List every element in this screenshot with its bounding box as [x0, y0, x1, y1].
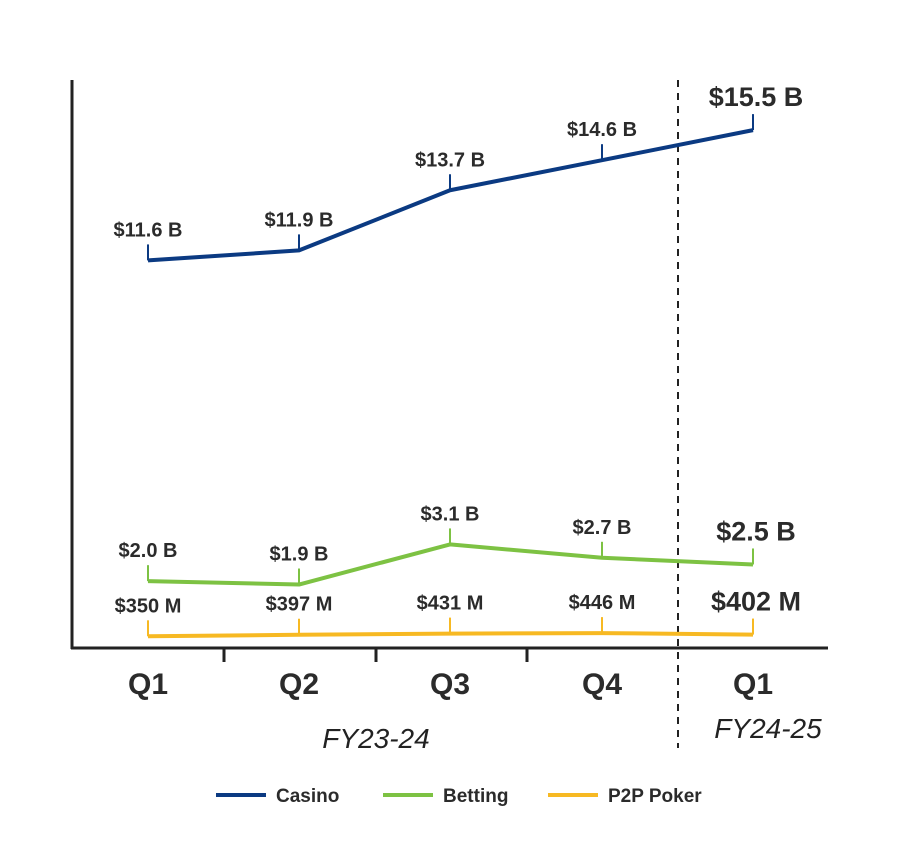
series-casino: $11.6 B $11.9 B $13.7 B $14.6 B $15.5 B [114, 82, 804, 263]
data-label: $15.5 B [709, 82, 804, 112]
legend-item: Casino [216, 786, 339, 807]
data-label: $3.1 B [421, 503, 480, 525]
group-label: FY23-24 [322, 723, 429, 754]
data-label: $11.9 B [265, 209, 334, 231]
group-label: FY24-25 [714, 713, 822, 744]
legend-label: Betting [443, 786, 508, 807]
series-betting: $2.0 B $1.9 B $3.1 B $2.7 B $2.5 B [119, 503, 796, 587]
x-tick-label: Q4 [582, 668, 622, 701]
data-label: $11.6 B [114, 219, 183, 241]
data-label: $446 M [569, 592, 636, 614]
series-p2p-poker: $350 M $397 M $431 M $446 M $402 M [115, 587, 801, 639]
data-label: $402 M [711, 587, 801, 617]
legend-item: Betting [383, 786, 508, 807]
x-tick-label: Q3 [430, 668, 470, 701]
data-label: $2.7 B [573, 517, 632, 539]
legend-label: P2P Poker [608, 786, 702, 807]
legend-label: Casino [276, 786, 339, 807]
data-label: $13.7 B [415, 149, 485, 171]
data-label: $1.9 B [270, 544, 329, 566]
x-tick-label: Q1 [128, 668, 168, 701]
data-label: $397 M [266, 594, 333, 616]
data-label: $2.5 B [716, 516, 796, 546]
x-tick-label: Q2 [279, 668, 319, 701]
data-label: $14.6 B [567, 119, 637, 141]
series-line [147, 542, 754, 587]
data-label: $2.0 B [119, 540, 178, 562]
data-label: $431 M [417, 593, 484, 615]
data-label: $350 M [115, 595, 182, 617]
x-tick-label: Q1 [733, 668, 773, 701]
legend-item: P2P Poker [548, 786, 702, 807]
